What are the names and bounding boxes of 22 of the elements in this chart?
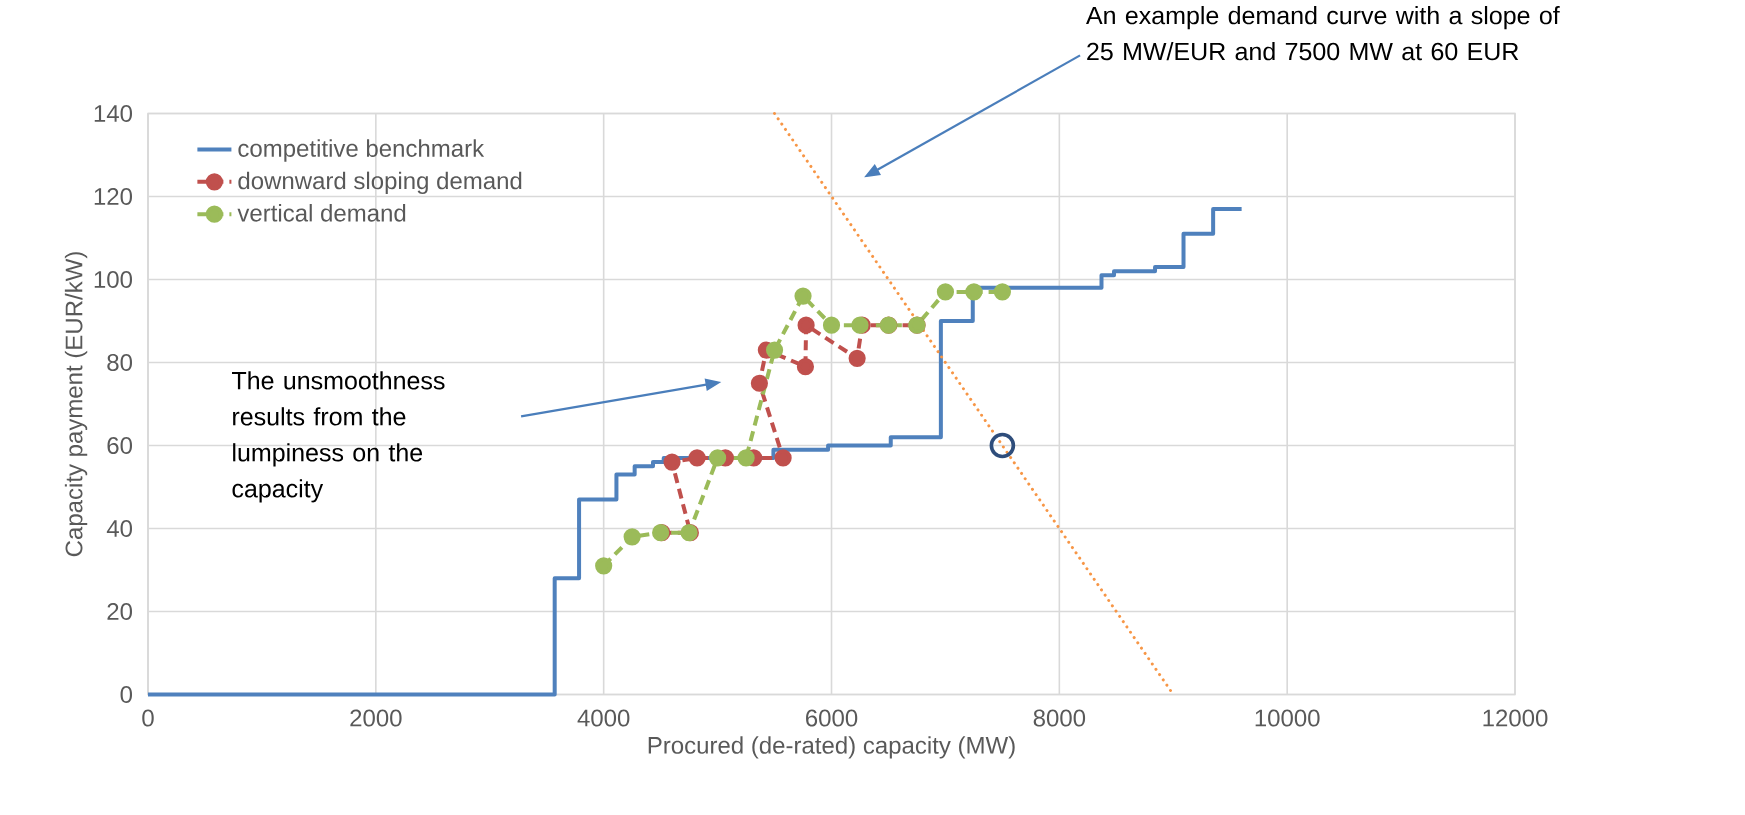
y-tick-label: 120 bbox=[94, 188, 133, 206]
y-tick-label: 0 bbox=[120, 686, 133, 704]
x-axis-title: Procured (de-rated) capacity (MW) bbox=[648, 736, 1015, 759]
y-tick-label: 20 bbox=[107, 603, 133, 621]
x-tick-label: 12000 bbox=[1483, 709, 1548, 727]
y-axis-title: Capacity payment (EUR/kW) bbox=[64, 252, 88, 557]
text: An example demand curve with a slope of 25 MW/EUR and 7500 MW at 60 EUR bbox=[1086, 5, 1560, 61]
legend-label: downward sloping demand bbox=[238, 171, 522, 194]
legend-label: vertical demand bbox=[237, 203, 406, 222]
y-tick-label: 80 bbox=[107, 354, 133, 372]
y-tick-label: 60 bbox=[107, 437, 133, 455]
x-tick-label: 8000 bbox=[1033, 709, 1086, 727]
y-tick-label: 140 bbox=[94, 105, 133, 122]
x-tick-label: 6000 bbox=[806, 709, 858, 727]
x-tick-label: 4000 bbox=[577, 709, 630, 727]
x-tick-label: 2000 bbox=[350, 709, 402, 727]
y-tick-label: 40 bbox=[106, 520, 133, 538]
annotation: The unsmoothness results from the lumpiness on the capacity bbox=[232, 371, 445, 503]
x-tick-label: 10000 bbox=[1255, 709, 1320, 727]
legend-label: competitive benchmark bbox=[238, 139, 485, 162]
x-tick-label: 0 bbox=[142, 709, 154, 727]
y-tick-label: 100 bbox=[94, 271, 133, 289]
